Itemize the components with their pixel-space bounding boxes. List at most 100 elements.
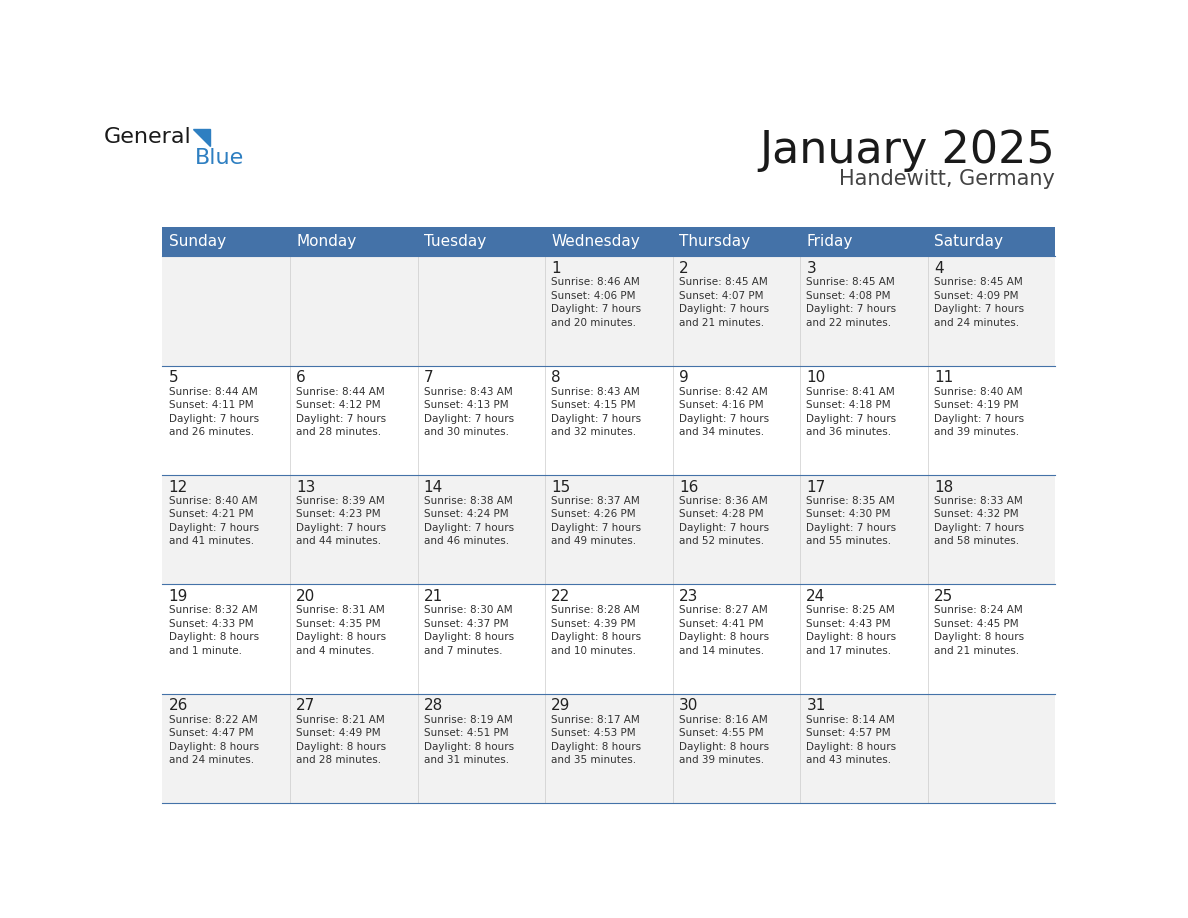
Text: and 39 minutes.: and 39 minutes. bbox=[934, 427, 1019, 437]
Text: Sunrise: 8:17 AM: Sunrise: 8:17 AM bbox=[551, 714, 640, 724]
Text: Sunrise: 8:43 AM: Sunrise: 8:43 AM bbox=[424, 386, 512, 397]
Text: Sunrise: 8:41 AM: Sunrise: 8:41 AM bbox=[807, 386, 895, 397]
Text: Sunset: 4:21 PM: Sunset: 4:21 PM bbox=[169, 509, 253, 520]
Text: 13: 13 bbox=[296, 480, 316, 495]
Text: and 43 minutes.: and 43 minutes. bbox=[807, 755, 891, 765]
Text: and 17 minutes.: and 17 minutes. bbox=[807, 645, 891, 655]
Text: Sunset: 4:30 PM: Sunset: 4:30 PM bbox=[807, 509, 891, 520]
Text: 8: 8 bbox=[551, 371, 561, 386]
Bar bbox=[163, 694, 1055, 803]
Text: Sunrise: 8:40 AM: Sunrise: 8:40 AM bbox=[169, 496, 258, 506]
Text: Daylight: 7 hours: Daylight: 7 hours bbox=[934, 523, 1024, 532]
Text: and 28 minutes.: and 28 minutes. bbox=[296, 427, 381, 437]
Text: Daylight: 7 hours: Daylight: 7 hours bbox=[551, 304, 642, 314]
Text: 28: 28 bbox=[424, 699, 443, 713]
Text: 22: 22 bbox=[551, 589, 570, 604]
Bar bbox=[163, 365, 1055, 476]
Text: Sunrise: 8:44 AM: Sunrise: 8:44 AM bbox=[169, 386, 258, 397]
Text: 4: 4 bbox=[934, 261, 943, 276]
Text: and 14 minutes.: and 14 minutes. bbox=[678, 645, 764, 655]
Text: 18: 18 bbox=[934, 480, 953, 495]
Text: 30: 30 bbox=[678, 699, 699, 713]
Text: Sunrise: 8:21 AM: Sunrise: 8:21 AM bbox=[296, 714, 385, 724]
Text: Sunrise: 8:36 AM: Sunrise: 8:36 AM bbox=[678, 496, 767, 506]
Text: Daylight: 7 hours: Daylight: 7 hours bbox=[424, 413, 514, 423]
Text: Sunrise: 8:24 AM: Sunrise: 8:24 AM bbox=[934, 605, 1023, 615]
Text: Sunset: 4:07 PM: Sunset: 4:07 PM bbox=[678, 291, 764, 301]
Text: Daylight: 7 hours: Daylight: 7 hours bbox=[551, 523, 642, 532]
Text: and 1 minute.: and 1 minute. bbox=[169, 645, 241, 655]
Text: Sunrise: 8:25 AM: Sunrise: 8:25 AM bbox=[807, 605, 895, 615]
Text: Sunrise: 8:30 AM: Sunrise: 8:30 AM bbox=[424, 605, 512, 615]
Text: 21: 21 bbox=[424, 589, 443, 604]
Text: 31: 31 bbox=[807, 699, 826, 713]
Text: Daylight: 7 hours: Daylight: 7 hours bbox=[807, 413, 897, 423]
Text: Daylight: 7 hours: Daylight: 7 hours bbox=[296, 413, 386, 423]
Text: Sunrise: 8:39 AM: Sunrise: 8:39 AM bbox=[296, 496, 385, 506]
Text: Sunset: 4:19 PM: Sunset: 4:19 PM bbox=[934, 400, 1018, 410]
Text: Sunset: 4:43 PM: Sunset: 4:43 PM bbox=[807, 619, 891, 629]
Text: Sunset: 4:55 PM: Sunset: 4:55 PM bbox=[678, 728, 764, 738]
Text: Sunrise: 8:28 AM: Sunrise: 8:28 AM bbox=[551, 605, 640, 615]
Text: Tuesday: Tuesday bbox=[424, 234, 486, 250]
Text: Sunrise: 8:46 AM: Sunrise: 8:46 AM bbox=[551, 277, 640, 287]
Text: Sunset: 4:18 PM: Sunset: 4:18 PM bbox=[807, 400, 891, 410]
Text: Sunrise: 8:35 AM: Sunrise: 8:35 AM bbox=[807, 496, 895, 506]
Text: Sunset: 4:28 PM: Sunset: 4:28 PM bbox=[678, 509, 764, 520]
Text: Daylight: 8 hours: Daylight: 8 hours bbox=[551, 742, 642, 752]
Text: Daylight: 7 hours: Daylight: 7 hours bbox=[169, 413, 259, 423]
Text: Sunrise: 8:38 AM: Sunrise: 8:38 AM bbox=[424, 496, 512, 506]
Text: Sunset: 4:41 PM: Sunset: 4:41 PM bbox=[678, 619, 764, 629]
Text: 2: 2 bbox=[678, 261, 689, 276]
Text: Sunset: 4:15 PM: Sunset: 4:15 PM bbox=[551, 400, 636, 410]
Text: Saturday: Saturday bbox=[934, 234, 1003, 250]
Text: Daylight: 8 hours: Daylight: 8 hours bbox=[678, 633, 769, 643]
Text: Sunday: Sunday bbox=[169, 234, 226, 250]
Text: and 39 minutes.: and 39 minutes. bbox=[678, 755, 764, 765]
Text: January 2025: January 2025 bbox=[759, 129, 1055, 173]
Text: Daylight: 7 hours: Daylight: 7 hours bbox=[296, 523, 386, 532]
Text: Sunset: 4:13 PM: Sunset: 4:13 PM bbox=[424, 400, 508, 410]
Text: and 58 minutes.: and 58 minutes. bbox=[934, 536, 1019, 546]
Text: and 24 minutes.: and 24 minutes. bbox=[169, 755, 254, 765]
Text: Daylight: 7 hours: Daylight: 7 hours bbox=[934, 413, 1024, 423]
Text: Daylight: 7 hours: Daylight: 7 hours bbox=[678, 523, 769, 532]
Text: and 21 minutes.: and 21 minutes. bbox=[934, 645, 1019, 655]
Text: Sunrise: 8:14 AM: Sunrise: 8:14 AM bbox=[807, 714, 895, 724]
Text: and 24 minutes.: and 24 minutes. bbox=[934, 318, 1019, 328]
Text: Sunset: 4:51 PM: Sunset: 4:51 PM bbox=[424, 728, 508, 738]
Text: Sunrise: 8:45 AM: Sunrise: 8:45 AM bbox=[678, 277, 767, 287]
Text: and 21 minutes.: and 21 minutes. bbox=[678, 318, 764, 328]
Text: 27: 27 bbox=[296, 699, 316, 713]
Text: Daylight: 8 hours: Daylight: 8 hours bbox=[934, 633, 1024, 643]
Text: and 31 minutes.: and 31 minutes. bbox=[424, 755, 508, 765]
Bar bbox=[163, 256, 1055, 365]
Text: Handewitt, Germany: Handewitt, Germany bbox=[840, 170, 1055, 189]
Text: Sunset: 4:12 PM: Sunset: 4:12 PM bbox=[296, 400, 381, 410]
Text: Daylight: 8 hours: Daylight: 8 hours bbox=[169, 742, 259, 752]
Text: and 20 minutes.: and 20 minutes. bbox=[551, 318, 637, 328]
Text: Wednesday: Wednesday bbox=[551, 234, 640, 250]
Text: Daylight: 8 hours: Daylight: 8 hours bbox=[678, 742, 769, 752]
Text: Sunrise: 8:45 AM: Sunrise: 8:45 AM bbox=[807, 277, 895, 287]
Text: Daylight: 8 hours: Daylight: 8 hours bbox=[551, 633, 642, 643]
Text: 10: 10 bbox=[807, 371, 826, 386]
Text: 3: 3 bbox=[807, 261, 816, 276]
Text: Daylight: 8 hours: Daylight: 8 hours bbox=[296, 742, 386, 752]
Text: 16: 16 bbox=[678, 480, 699, 495]
Text: Sunset: 4:11 PM: Sunset: 4:11 PM bbox=[169, 400, 253, 410]
Text: Friday: Friday bbox=[807, 234, 853, 250]
Text: 15: 15 bbox=[551, 480, 570, 495]
Text: Sunset: 4:24 PM: Sunset: 4:24 PM bbox=[424, 509, 508, 520]
Text: Blue: Blue bbox=[195, 148, 245, 168]
Text: and 34 minutes.: and 34 minutes. bbox=[678, 427, 764, 437]
Text: Sunset: 4:53 PM: Sunset: 4:53 PM bbox=[551, 728, 636, 738]
Text: Daylight: 8 hours: Daylight: 8 hours bbox=[807, 742, 897, 752]
Text: Sunrise: 8:42 AM: Sunrise: 8:42 AM bbox=[678, 386, 767, 397]
Text: 23: 23 bbox=[678, 589, 699, 604]
Text: Sunrise: 8:43 AM: Sunrise: 8:43 AM bbox=[551, 386, 640, 397]
Text: 26: 26 bbox=[169, 699, 188, 713]
Text: Sunset: 4:16 PM: Sunset: 4:16 PM bbox=[678, 400, 764, 410]
Text: Sunrise: 8:27 AM: Sunrise: 8:27 AM bbox=[678, 605, 767, 615]
Text: Sunset: 4:33 PM: Sunset: 4:33 PM bbox=[169, 619, 253, 629]
